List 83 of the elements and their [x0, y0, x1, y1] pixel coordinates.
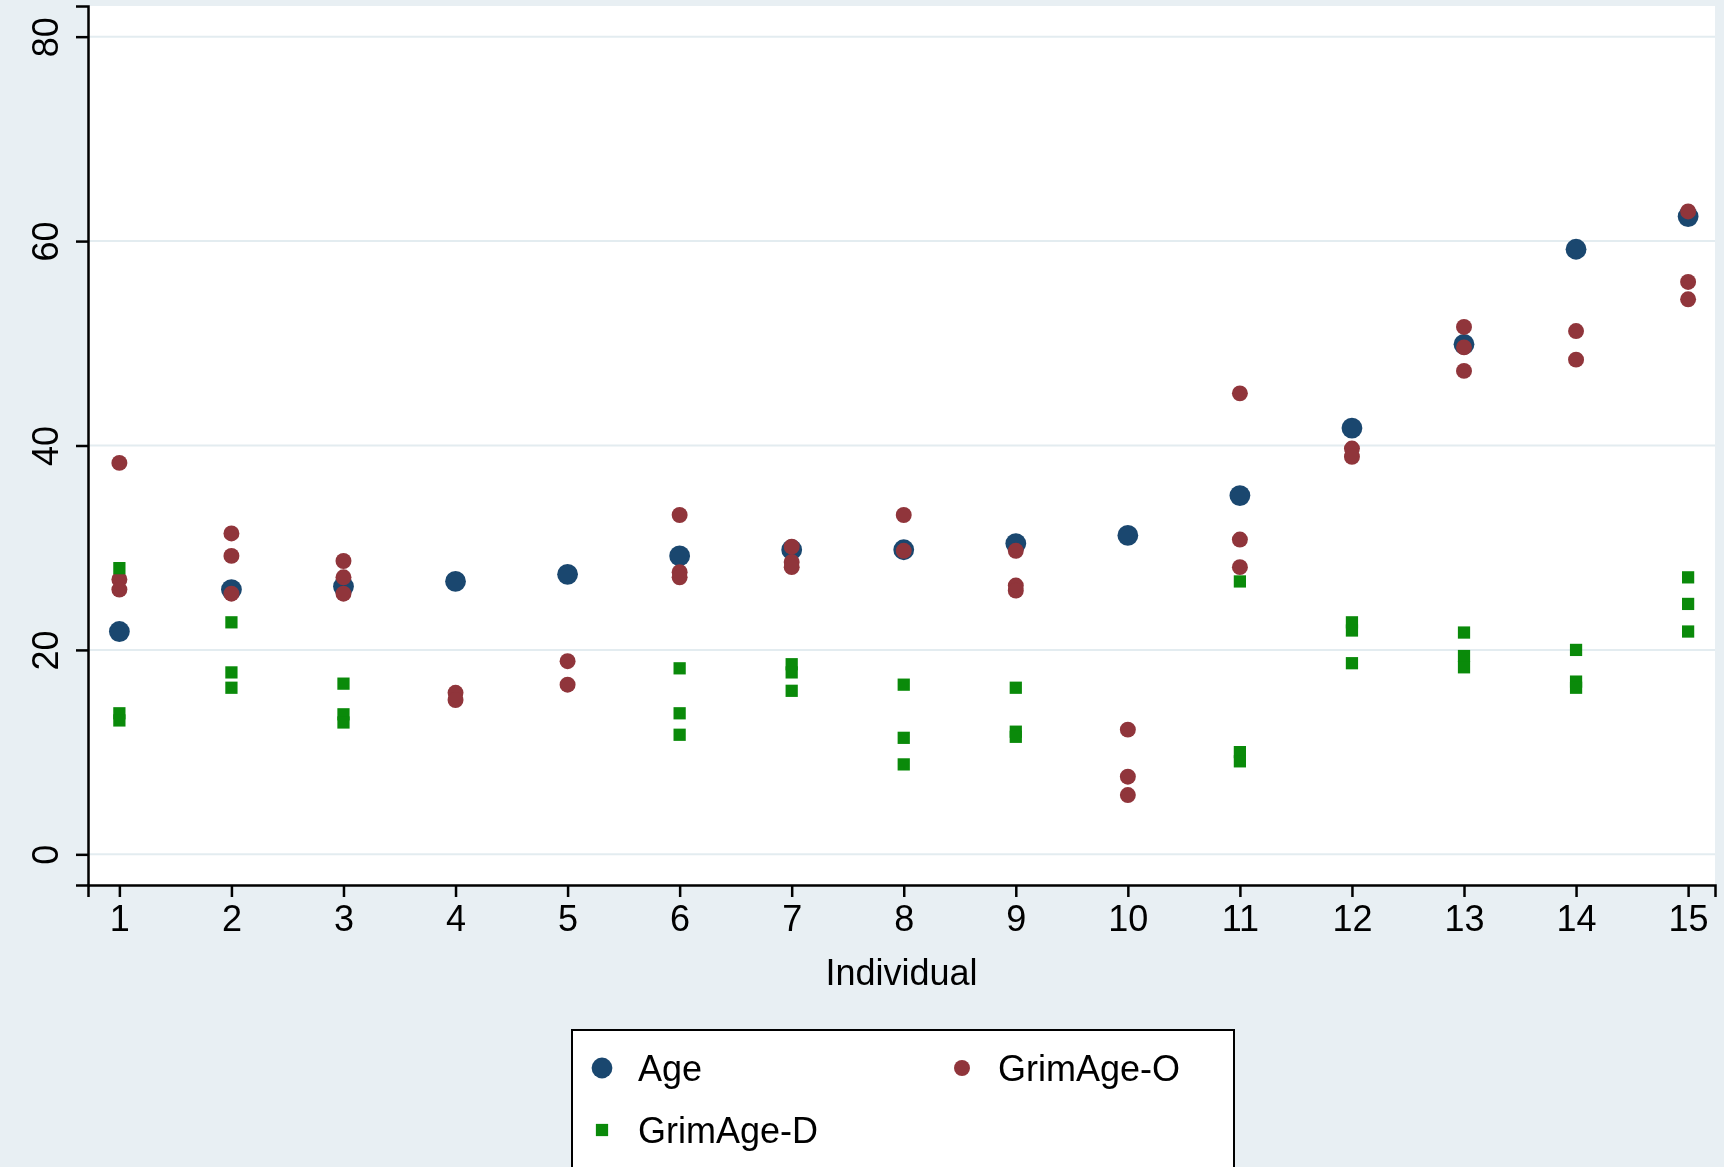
y-tick-label: 0: [25, 844, 66, 865]
point: [1681, 571, 1695, 584]
point: [1568, 351, 1585, 368]
point: [1119, 787, 1136, 804]
point: [1565, 238, 1587, 260]
point: [897, 731, 910, 744]
x-tick-label: 5: [558, 897, 579, 939]
point: [785, 666, 798, 679]
point: [897, 758, 910, 771]
point: [1681, 625, 1695, 638]
point: [557, 563, 578, 585]
point: [1009, 681, 1022, 694]
point: [1119, 721, 1136, 738]
x-axis-title: Individual: [825, 952, 978, 993]
x-tick-label: 9: [1006, 897, 1027, 939]
point: [671, 507, 688, 523]
point: [225, 681, 238, 694]
point: [113, 714, 126, 727]
point: [673, 707, 686, 720]
x-tick-label: 10: [1108, 897, 1149, 939]
y-tick-label: 20: [25, 630, 66, 671]
point: [1345, 657, 1359, 670]
point: [108, 621, 130, 642]
point: [897, 678, 910, 691]
point: [559, 653, 576, 670]
x-tick-label: 6: [670, 897, 691, 939]
point: [225, 666, 238, 679]
x-tick-label: 15: [1668, 897, 1709, 939]
point: [1680, 274, 1697, 290]
y-tick-label: 60: [25, 221, 66, 262]
legend-label: Age: [638, 1048, 703, 1089]
point: [1117, 525, 1139, 546]
point: [785, 684, 798, 697]
point: [1569, 643, 1583, 657]
y-tick-label: 40: [25, 425, 66, 467]
point: [559, 676, 576, 693]
point: [673, 728, 686, 741]
x-tick-label: 12: [1332, 897, 1373, 939]
point: [1231, 531, 1248, 548]
point: [1457, 626, 1471, 639]
point: [1009, 730, 1022, 743]
x-tick-label: 14: [1556, 897, 1597, 939]
point: [445, 571, 466, 592]
point: [1456, 318, 1472, 335]
point: [337, 677, 350, 690]
legend-label: GrimAge-D: [638, 1110, 819, 1151]
point: [335, 569, 352, 586]
legend-label: GrimAge-O: [998, 1048, 1181, 1089]
point: [1231, 385, 1248, 402]
point: [223, 547, 240, 564]
point: [1233, 755, 1247, 768]
point: [1345, 624, 1359, 637]
point: [1233, 575, 1247, 588]
point: [223, 525, 240, 542]
point: [669, 545, 691, 567]
x-tick-label: 7: [782, 897, 803, 939]
point: [337, 716, 350, 729]
point: [673, 662, 686, 675]
point: [1568, 323, 1585, 339]
point: [1680, 291, 1697, 308]
point: [1229, 485, 1251, 506]
point: [1119, 768, 1136, 785]
point: [895, 507, 912, 523]
x-tick-label: 11: [1221, 897, 1260, 939]
point: [335, 585, 352, 602]
x-tick-label: 8: [894, 897, 915, 939]
x-tick-label: 3: [333, 897, 354, 939]
point: [1341, 417, 1363, 439]
point: [335, 553, 352, 569]
point: [223, 585, 240, 602]
x-tick-label: 1: [109, 897, 130, 939]
x-tick-label: 13: [1444, 897, 1485, 939]
point: [225, 616, 238, 629]
point: [1569, 681, 1583, 694]
x-tick-label: 4: [446, 897, 467, 939]
point: [1457, 661, 1471, 674]
x-tick-label: 2: [221, 897, 242, 939]
y-tick-label: 80: [25, 17, 66, 58]
point: [1456, 362, 1472, 379]
point: [1231, 559, 1248, 576]
point: [111, 454, 128, 471]
point: [113, 562, 126, 575]
point: [1681, 597, 1695, 611]
